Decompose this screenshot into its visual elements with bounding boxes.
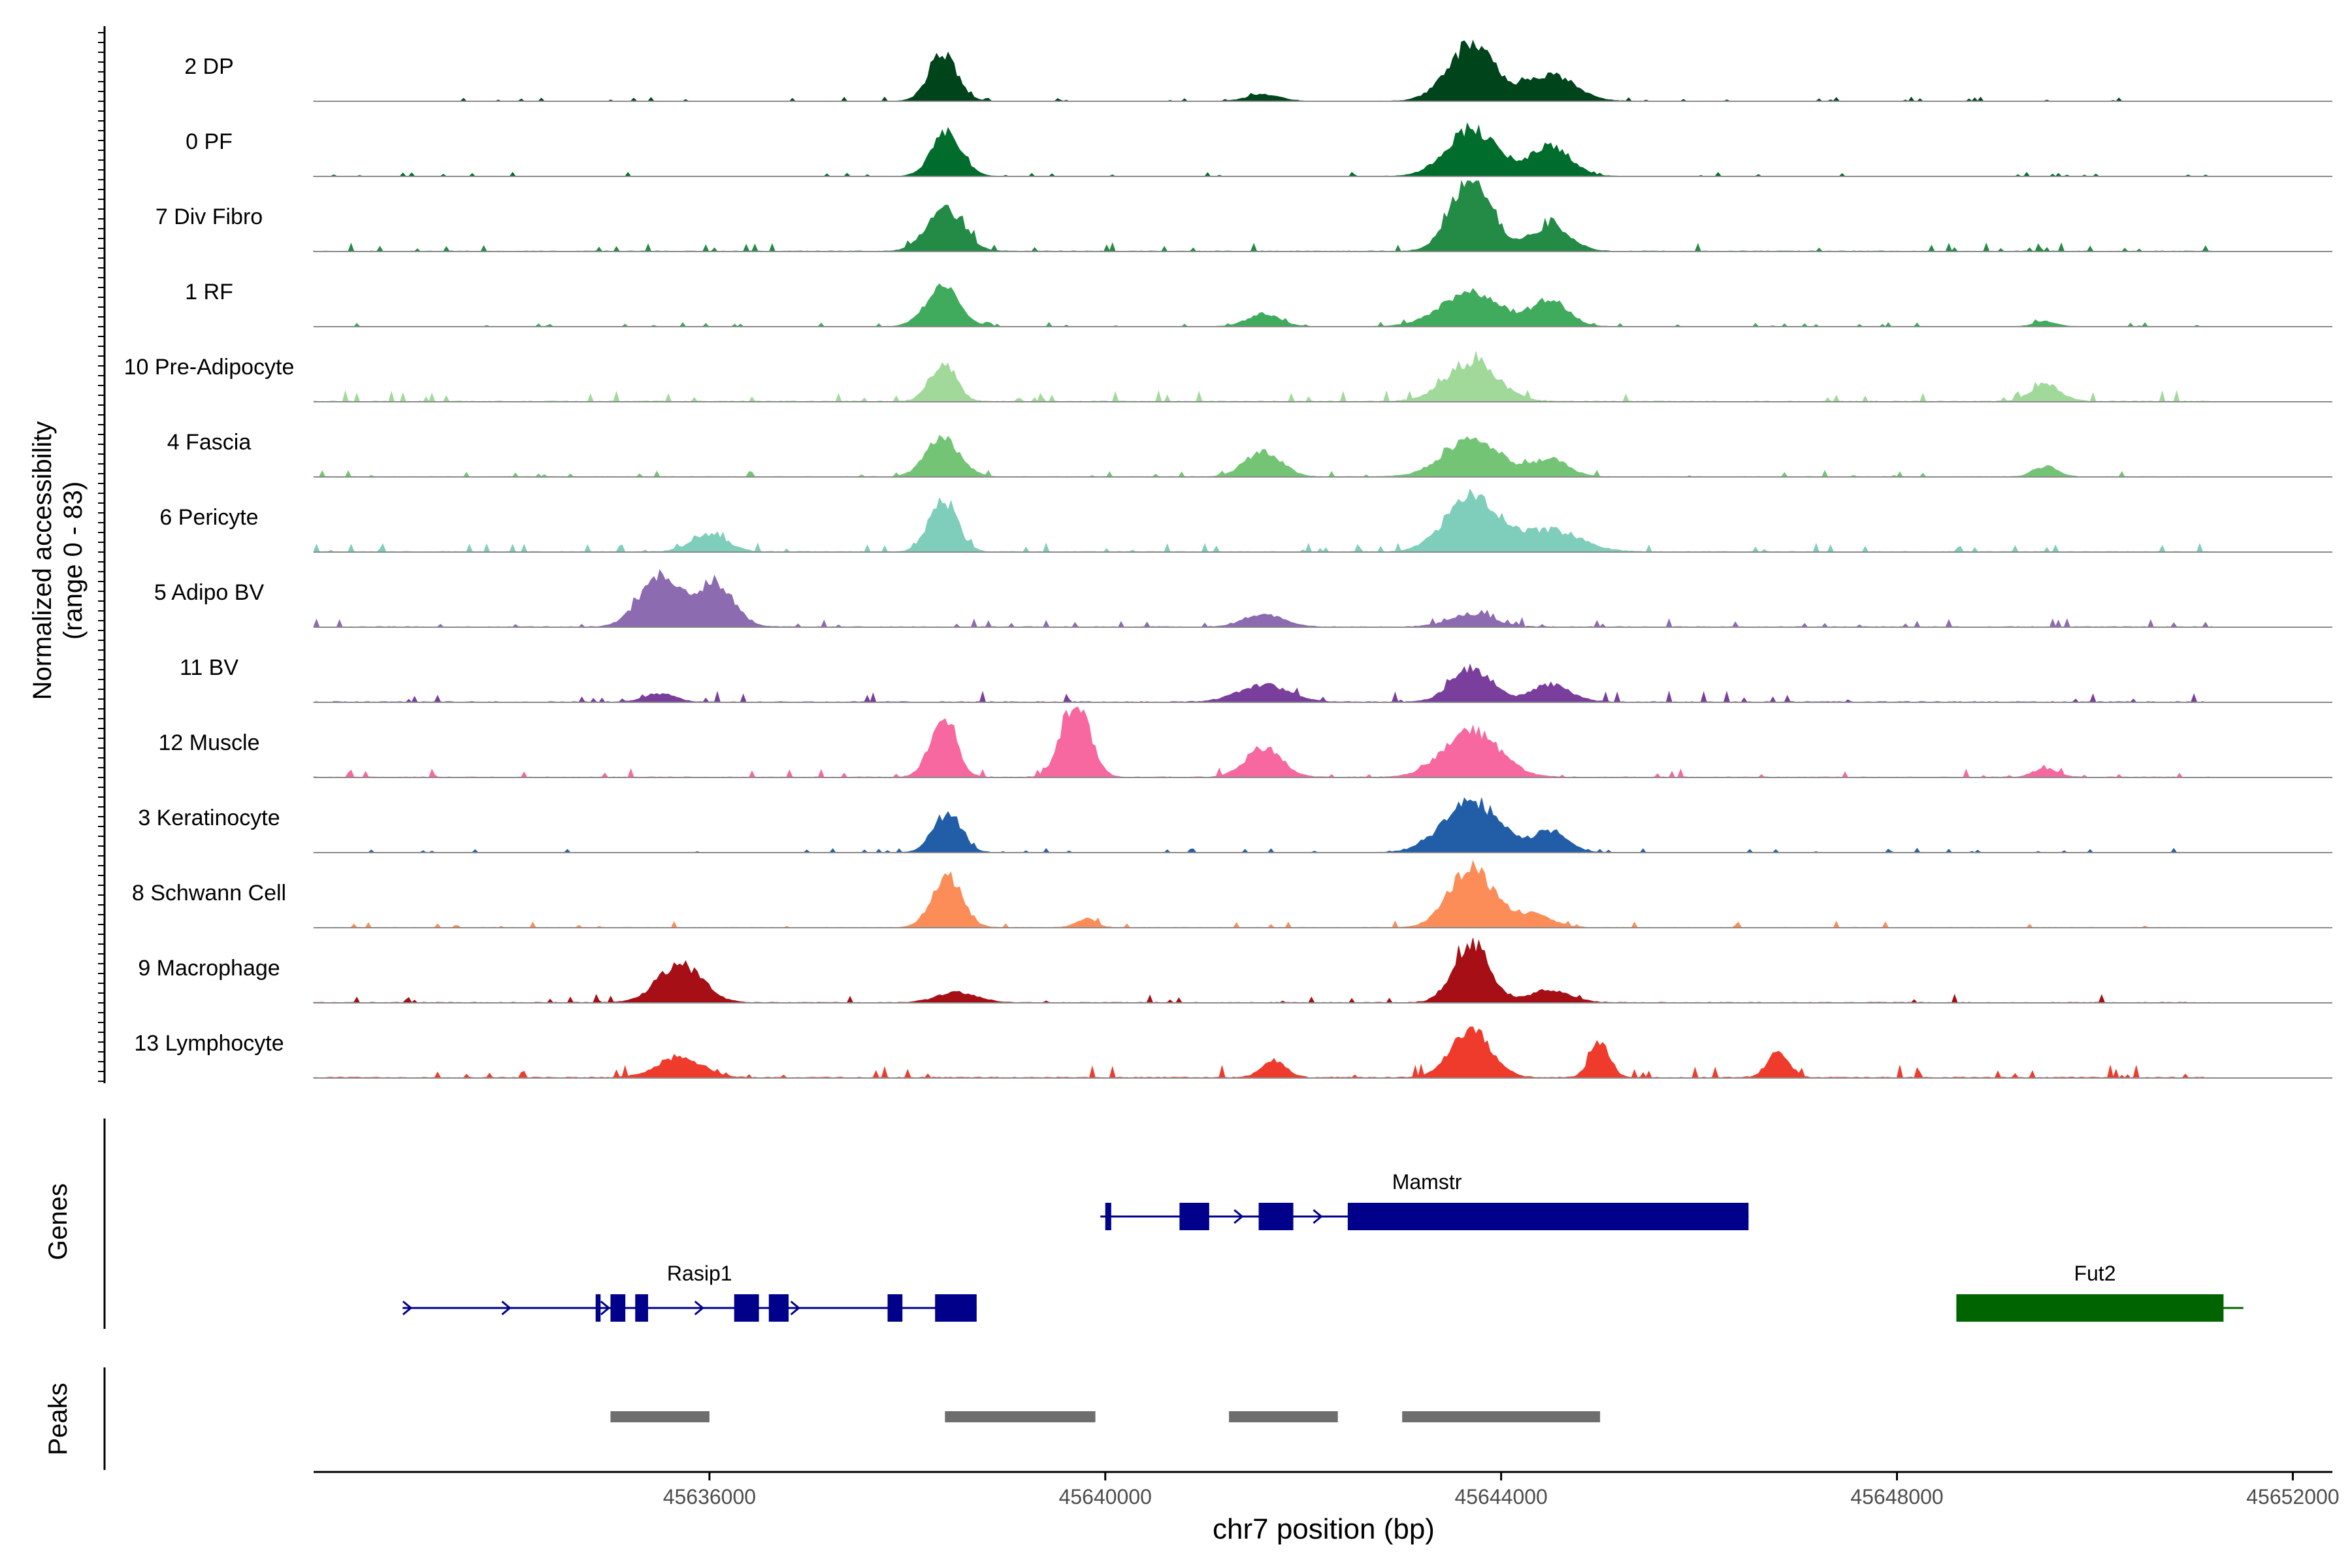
track-5-adipo-bv: 5 Adipo BV	[154, 569, 2332, 628]
track-signal-area	[313, 488, 2332, 553]
track-signal-area	[313, 122, 2332, 177]
gene-mamstr: Mamstr	[1100, 1170, 1749, 1230]
track-label: 10 Pre-Adipocyte	[124, 355, 295, 380]
track-signal-area	[313, 434, 2332, 478]
track-signal-area	[313, 938, 2332, 1004]
gene-exon	[734, 1294, 759, 1322]
gene-strand-arrow	[501, 1300, 512, 1316]
track-signal-area	[313, 39, 2332, 102]
track-signal-area	[313, 180, 2332, 252]
gene-exon	[1258, 1203, 1294, 1230]
gene-strand-arrow	[790, 1300, 801, 1316]
track-signal-area	[313, 283, 2332, 327]
track-8-schwann-cell: 8 Schwann Cell	[132, 860, 2332, 928]
gene-strand-arrow	[1233, 1209, 1244, 1224]
gene-rasip1: Rasip1	[402, 1262, 977, 1322]
track-label: 4 Fascia	[167, 430, 252, 455]
gene-exon	[887, 1294, 903, 1322]
x-axis-label: chr7 position (bp)	[1213, 1513, 1435, 1545]
track-label: 7 Div Fibro	[155, 204, 263, 229]
track-0-pf: 0 PF	[186, 122, 2332, 177]
track-signal-area	[313, 350, 2332, 402]
track-6-pericyte: 6 Pericyte	[159, 488, 2332, 553]
track-label: 8 Schwann Cell	[132, 881, 286, 906]
peaks-panel-label: Peaks	[44, 1382, 73, 1455]
gene-annotations: Mamstr Rasip1 Fut2	[402, 1170, 2244, 1322]
gene-name-label: Fut2	[2074, 1262, 2115, 1285]
accessibility-tracks: 2 DP 0 PF 7 Div Fibro 1 RF 10 Pre-Adipocyte 4…	[124, 39, 2332, 1079]
track-signal-area	[313, 706, 2332, 778]
track-label: 0 PF	[186, 129, 233, 154]
peak-region-bar	[610, 1411, 710, 1422]
accessibility-y-axis	[98, 26, 106, 1083]
track-label: 5 Adipo BV	[154, 580, 265, 605]
gene-exon	[1179, 1203, 1209, 1230]
track-11-bv: 11 BV	[180, 655, 2332, 703]
track-1-rf: 1 RF	[185, 280, 2332, 327]
track-signal-area	[313, 797, 2332, 853]
track-9-macrophage: 9 Macrophage	[138, 938, 2332, 1004]
peak-region-bar	[1229, 1411, 1338, 1422]
gene-name-label: Mamstr	[1392, 1170, 1462, 1194]
x-axis-tick-label: 45652000	[2246, 1485, 2339, 1509]
gene-strand-arrow	[402, 1300, 413, 1316]
track-label: 9 Macrophage	[138, 956, 280, 981]
x-axis-tick-label: 45648000	[1850, 1485, 1943, 1509]
y-axis-label-range: (range 0 - 83)	[59, 482, 88, 640]
track-signal-area	[313, 663, 2332, 703]
track-7-div-fibro: 7 Div Fibro	[155, 180, 2332, 252]
track-13-lymphocyte: 13 Lymphocyte	[134, 1026, 2332, 1079]
gene-strand-arrow	[1313, 1209, 1323, 1224]
gene-strand-arrow	[694, 1300, 705, 1316]
gene-exon	[768, 1294, 789, 1322]
track-12-muscle: 12 Muscle	[159, 706, 2332, 778]
track-signal-area	[313, 569, 2332, 628]
y-axis-label: Normalized accessibility	[28, 421, 57, 700]
track-label: 3 Keratinocyte	[138, 806, 280, 830]
track-4-fascia: 4 Fascia	[167, 430, 2332, 478]
peak-region-bar	[1402, 1411, 1601, 1422]
x-axis-tick-label: 45636000	[663, 1485, 756, 1509]
track-label: 13 Lymphocyte	[134, 1031, 284, 1056]
gene-name-label: Rasip1	[667, 1262, 732, 1285]
track-signal-area	[313, 860, 2332, 928]
genes-panel-label: Genes	[44, 1183, 73, 1260]
gene-exon	[1105, 1203, 1111, 1230]
peak-regions	[610, 1411, 1601, 1422]
track-label: 2 DP	[184, 54, 234, 79]
track-signal-area	[313, 1026, 2332, 1079]
track-label: 6 Pericyte	[159, 505, 258, 530]
x-axis-tick-label: 45644000	[1454, 1485, 1547, 1509]
track-label: 12 Muscle	[159, 730, 260, 755]
x-axis: 45636000 45640000 45644000 45648000 45652000	[314, 1471, 2340, 1509]
gene-exon	[610, 1294, 626, 1322]
track-label: 1 RF	[185, 280, 233, 304]
gene-exon	[1347, 1203, 1749, 1230]
gene-exon	[1956, 1294, 2224, 1322]
gene-exon	[935, 1294, 977, 1322]
track-10-pre-adipocyte: 10 Pre-Adipocyte	[124, 350, 2332, 402]
track-3-keratinocyte: 3 Keratinocyte	[138, 797, 2332, 853]
gene-exon	[595, 1294, 601, 1322]
x-axis-tick-label: 45640000	[1059, 1485, 1152, 1509]
peak-region-bar	[945, 1411, 1096, 1422]
gene-exon	[635, 1294, 648, 1322]
gene-strand-arrow	[600, 1300, 611, 1316]
gene-fut2: Fut2	[1956, 1262, 2244, 1322]
track-2-dp: 2 DP	[184, 39, 2332, 102]
track-label: 11 BV	[180, 655, 238, 680]
